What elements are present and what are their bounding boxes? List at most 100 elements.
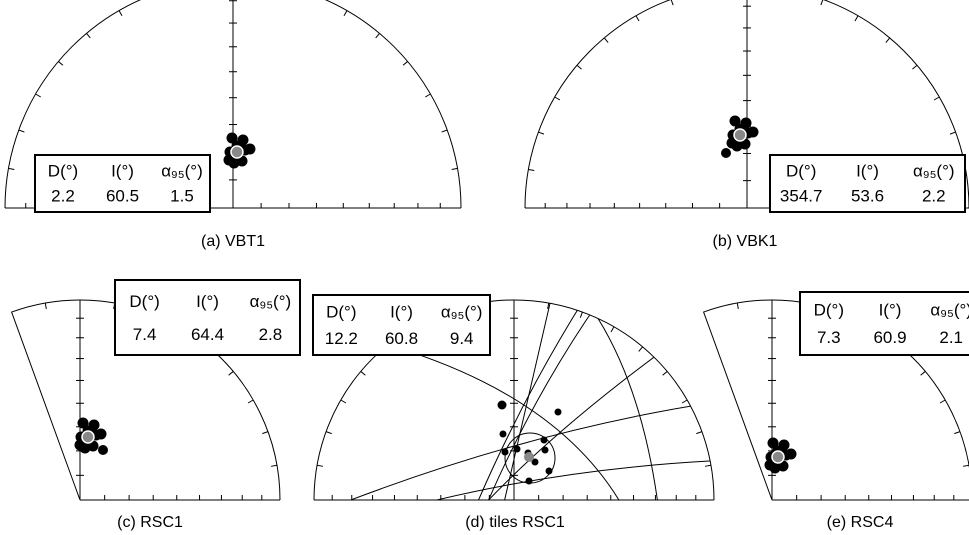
sample-point	[501, 448, 509, 456]
sample-point	[226, 132, 238, 144]
tick	[949, 131, 956, 135]
tick	[44, 302, 47, 310]
tick	[528, 168, 535, 171]
table-value: 2.1	[939, 328, 963, 347]
tick	[35, 93, 41, 98]
tick	[736, 302, 739, 310]
tick	[247, 399, 254, 404]
table-value: 9.4	[450, 329, 474, 348]
result-box	[769, 154, 966, 213]
table-header: D(°)	[326, 302, 356, 321]
sample-point	[223, 154, 235, 166]
sample-point	[98, 445, 108, 455]
table-value: 12.2	[325, 329, 358, 348]
tick	[228, 371, 234, 376]
sample-point	[729, 115, 741, 127]
table-header: I(°)	[856, 162, 879, 181]
tick	[270, 464, 278, 467]
sample-point	[726, 137, 738, 149]
tick	[538, 131, 545, 135]
tick	[635, 15, 640, 22]
table-header: I(°)	[111, 162, 134, 181]
tick	[681, 399, 688, 404]
result-box	[312, 294, 491, 356]
sample-point	[74, 439, 86, 451]
table-value: 2.8	[259, 325, 283, 344]
table-header: I(°)	[196, 292, 219, 311]
sample-point	[721, 148, 731, 158]
sample-point	[785, 448, 797, 460]
result-box	[799, 291, 969, 356]
tick	[704, 464, 712, 467]
tick	[954, 431, 961, 435]
tick	[662, 371, 668, 376]
sample-point	[531, 458, 539, 466]
mean-direction	[524, 452, 534, 462]
tick	[325, 431, 332, 435]
table-value: 60.8	[385, 329, 418, 348]
tick	[316, 464, 324, 467]
mean-direction	[230, 145, 244, 159]
table-header: I(°)	[390, 302, 413, 321]
sample-point	[525, 477, 533, 485]
table-header: α₉₅(°)	[930, 300, 969, 319]
tick	[402, 61, 408, 66]
table-header: D(°)	[814, 300, 844, 319]
table-header: α₉₅(°)	[441, 302, 483, 321]
mean-direction	[771, 450, 785, 464]
table-value: 60.9	[873, 328, 906, 347]
panel-caption: (d) tiles RSC1	[465, 514, 565, 531]
sample-point	[244, 143, 256, 155]
table-value: 2.2	[51, 187, 75, 206]
panel-caption: (a) VBT1	[201, 233, 265, 250]
tick	[343, 10, 348, 16]
table-value: 1.5	[170, 187, 194, 206]
sample-point	[541, 446, 549, 454]
net-outline	[524, 0, 969, 209]
sample-point	[540, 436, 548, 444]
tick	[547, 302, 550, 310]
great-circle	[559, 300, 661, 500]
sample-point	[764, 459, 776, 471]
tick	[86, 33, 91, 39]
sample-point	[545, 467, 553, 475]
tick	[579, 311, 583, 318]
sample-point	[95, 428, 107, 440]
sample-point	[497, 400, 507, 410]
great-circle	[479, 300, 601, 500]
tick	[912, 64, 918, 70]
tick	[576, 64, 582, 70]
table-header: I(°)	[879, 300, 902, 319]
sample-point	[513, 445, 521, 453]
great-circle	[329, 329, 631, 500]
tick	[451, 167, 458, 170]
sample-point	[499, 430, 507, 438]
result-box	[114, 279, 301, 356]
sample-point	[747, 126, 759, 138]
great-circle	[314, 459, 714, 500]
tick	[18, 129, 25, 133]
table-value: 354.7	[780, 187, 823, 206]
table-value: 2.2	[922, 187, 946, 206]
tick	[962, 464, 969, 467]
panel-caption: (c) RSC1	[117, 514, 183, 531]
tick	[425, 93, 431, 98]
tick	[696, 431, 703, 435]
table-header: α₉₅(°)	[250, 292, 292, 311]
table-value: 7.4	[133, 325, 157, 344]
great-circle	[499, 300, 561, 500]
tick	[340, 399, 347, 404]
panel-caption: (b) VBK1	[713, 233, 778, 250]
tick	[58, 61, 64, 66]
table-header: α₉₅(°)	[161, 162, 203, 181]
tick	[885, 37, 891, 43]
tick	[8, 167, 15, 170]
table-value: 64.4	[191, 325, 224, 344]
tick	[118, 10, 123, 16]
tick	[554, 96, 561, 101]
tick	[638, 346, 643, 352]
tick	[603, 37, 609, 43]
table-header: D(°)	[48, 162, 78, 181]
sample-point	[554, 408, 562, 416]
table-header: α₉₅(°)	[913, 162, 955, 181]
